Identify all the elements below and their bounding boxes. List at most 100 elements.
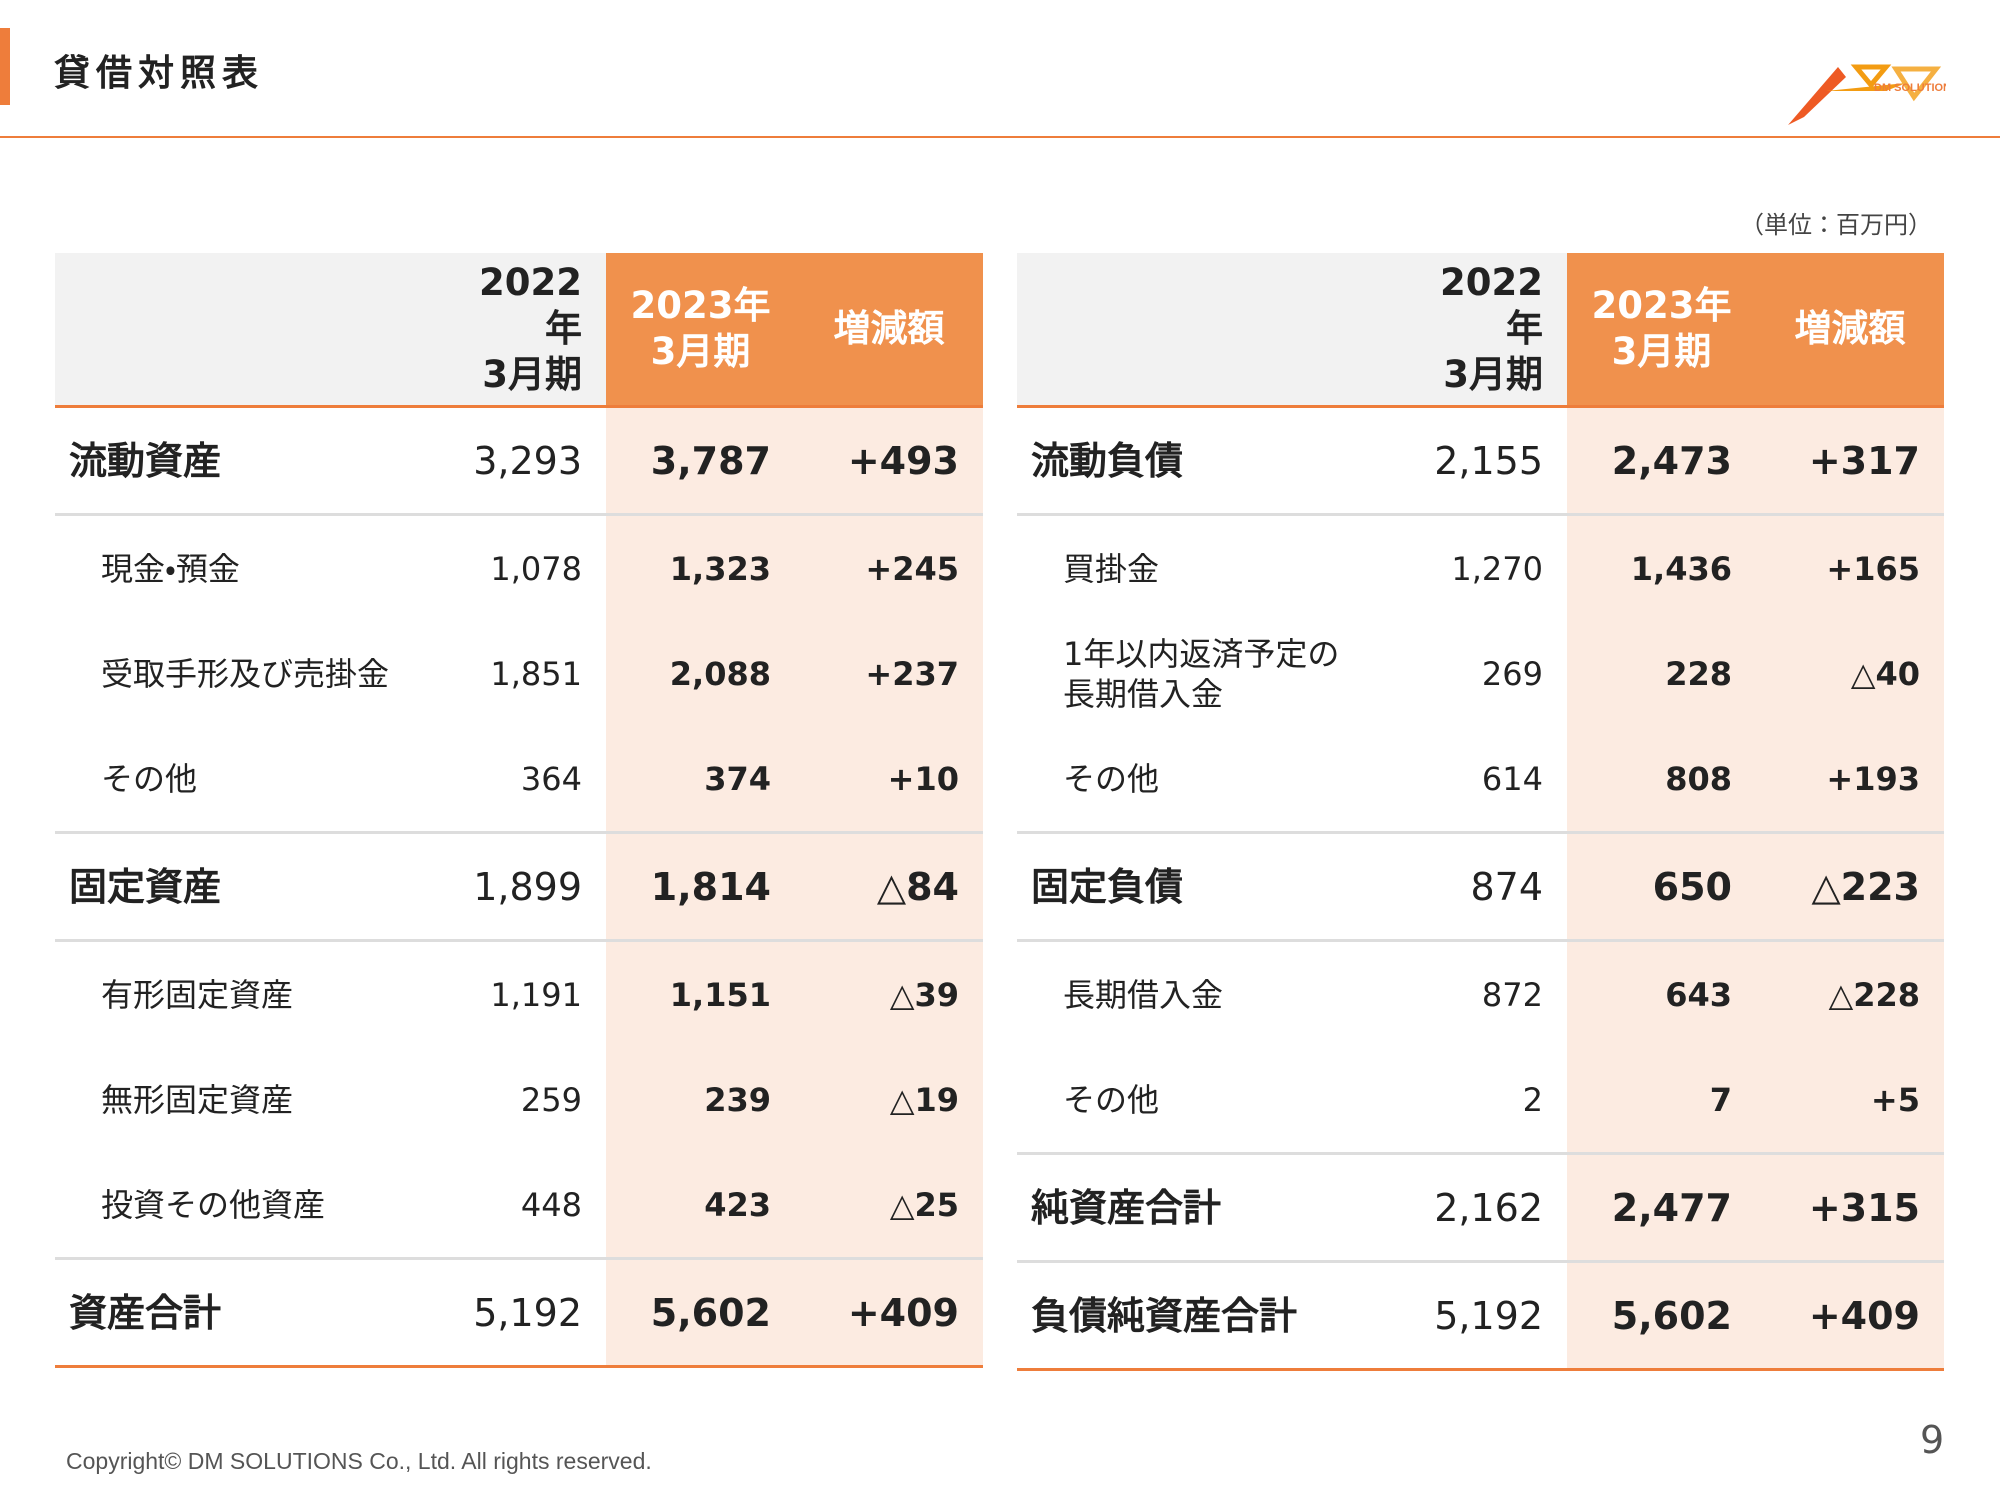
accent-bar (0, 28, 10, 105)
table-row: 長期借入金 872 643 △228 (1017, 939, 1944, 1047)
value-cell: 650 (1567, 831, 1756, 941)
value-cell: 2,473 (1567, 406, 1756, 515)
value-cell: △40 (1756, 621, 1944, 726)
row-label: その他 (101, 759, 198, 798)
value-cell: △223 (1756, 831, 1944, 941)
value-cell: 5,602 (606, 1257, 795, 1368)
value-cell: 1,323 (606, 513, 795, 621)
balance-table: 2022年 3月期 2023年 3月期 増減額 流動負債 2,155 2,473 +317 買… (1017, 253, 1944, 1371)
table-row: 有形固定資産 1,191 1,151 △39 (55, 939, 983, 1047)
row-label: 流動資産 (69, 438, 222, 483)
header-row: 2022年 3月期 2023年 3月期 増減額 (55, 253, 983, 408)
table-header: 2022年 3月期 2023年 3月期 増減額 (1017, 253, 1944, 408)
value-cell: +245 (795, 513, 983, 621)
table-row: 1年以内返済予定の 長期借入金 269 228 △40 (1017, 621, 1944, 726)
value-cell: 3,293 (473, 438, 582, 483)
table-row: 流動負債 2,155 2,473 +317 (1017, 406, 1944, 515)
value-cell: 1,436 (1567, 513, 1756, 621)
table-row: 無形固定資産 259 239 △19 (55, 1047, 983, 1152)
row-label: その他 (1063, 759, 1160, 798)
value-cell: +193 (1756, 726, 1944, 833)
value-cell: 423 (606, 1152, 795, 1259)
row-label: 長期借入金 (1017, 939, 1416, 1047)
value-cell: 1,899 (455, 831, 606, 941)
row-label: 受取手形及び売掛金 (101, 654, 390, 693)
value-cell: +493 (795, 406, 983, 515)
header-cell: 増減額 (1756, 253, 1944, 408)
value-cell: 5,192 (455, 1257, 606, 1368)
table-row: その他 614 808 +193 (1017, 726, 1944, 833)
value-cell: 2 (1522, 1080, 1543, 1119)
header-cell: 2022年 3月期 (455, 253, 606, 408)
header-cell (1017, 253, 1416, 408)
row-label: 有形固定資産 (55, 939, 455, 1047)
row-label: 資産合計 (55, 1257, 455, 1368)
value-cell: 2,088 (606, 621, 795, 726)
value-cell: +315 (1756, 1152, 1944, 1262)
value-cell: +5 (1756, 1047, 1944, 1154)
value-cell: 3,787 (606, 406, 795, 515)
value-cell: 1,814 (606, 831, 795, 941)
table-row: 固定資産 1,899 1,814 △84 (55, 831, 983, 941)
logo: DM SOLUTIONS (1788, 64, 1946, 125)
value-cell: +409 (795, 1257, 983, 1368)
value-cell: △19 (795, 1047, 983, 1152)
row-label: 1年以内返済予定の 長期借入金 (1063, 634, 1340, 713)
value-cell: 874 (1416, 831, 1567, 941)
table-row: 受取手形及び売掛金 1,851 2,088 +237 (55, 621, 983, 726)
table-body: 流動負債 2,155 2,473 +317 買掛金 1,270 1,436 +165 1年以内返… (1017, 406, 1944, 1371)
table-row: その他 2 7 +5 (1017, 1047, 1944, 1154)
table-row: 資産合計 5,192 5,602 +409 (55, 1257, 983, 1368)
header-rule (0, 136, 2000, 138)
value-cell: 259 (520, 1080, 582, 1119)
value-cell: 2,162 (1416, 1152, 1567, 1262)
header-cell: 増減額 (795, 253, 983, 408)
unit-note: （単位：百万円） (1740, 211, 1932, 239)
copyright: Copyright© DM SOLUTIONS Co., Ltd. All ri… (66, 1448, 652, 1474)
value-cell: 5,602 (1567, 1260, 1756, 1371)
table-row: 現金・預金 1,078 1,323 +245 (55, 513, 983, 621)
value-cell: △228 (1756, 939, 1944, 1047)
row-label: 買掛金 (1017, 513, 1416, 621)
value-cell: 1,191 (455, 939, 606, 1047)
value-cell: 1,270 (1416, 513, 1567, 621)
row-label: 現金・預金 (55, 513, 455, 621)
value-cell: 872 (1416, 939, 1567, 1047)
table-row: 買掛金 1,270 1,436 +165 (1017, 513, 1944, 621)
table-header: 2022年 3月期 2023年 3月期 増減額 (55, 253, 983, 408)
value-cell: 269 (1481, 654, 1543, 693)
value-cell: +237 (795, 621, 983, 726)
page-number: 9 (1920, 1418, 1945, 1462)
value-cell: 239 (606, 1047, 795, 1152)
value-cell: +10 (795, 726, 983, 833)
value-cell: 228 (1567, 621, 1756, 726)
row-label: その他 (1063, 1080, 1160, 1119)
value-cell: 7 (1567, 1047, 1756, 1154)
value-cell: +165 (1756, 513, 1944, 621)
balance-table: 2022年 3月期 2023年 3月期 増減額 流動資産 3,293 3,787 +493 現… (55, 253, 983, 1368)
header-cell: 2022年 3月期 (1416, 253, 1567, 408)
table-row: 流動資産 3,293 3,787 +493 (55, 406, 983, 515)
row-label: 純資産合計 (1017, 1152, 1416, 1262)
header-row: 2022年 3月期 2023年 3月期 増減額 (1017, 253, 1944, 408)
value-cell: 614 (1481, 759, 1543, 798)
value-cell: 5,192 (1416, 1260, 1567, 1371)
table-row: 純資産合計 2,162 2,477 +315 (1017, 1152, 1944, 1262)
header-cell: 2023年 3月期 (606, 253, 795, 408)
value-cell: 643 (1567, 939, 1756, 1047)
value-cell: △25 (795, 1152, 983, 1259)
value-cell: 374 (606, 726, 795, 833)
row-label: 投資その他資産 (101, 1185, 326, 1224)
row-label: 固定負債 (1017, 831, 1416, 941)
value-cell: +409 (1756, 1260, 1944, 1371)
value-cell: 364 (520, 759, 582, 798)
value-cell: △39 (795, 939, 983, 1047)
header-cell (55, 253, 455, 408)
table-row: 投資その他資産 448 423 △25 (55, 1152, 983, 1259)
value-cell: 808 (1567, 726, 1756, 833)
value-cell: 448 (520, 1185, 582, 1224)
title: 貸借対照表 (54, 53, 265, 94)
value-cell: 2,155 (1434, 438, 1543, 483)
value-cell: 2,477 (1567, 1152, 1756, 1262)
